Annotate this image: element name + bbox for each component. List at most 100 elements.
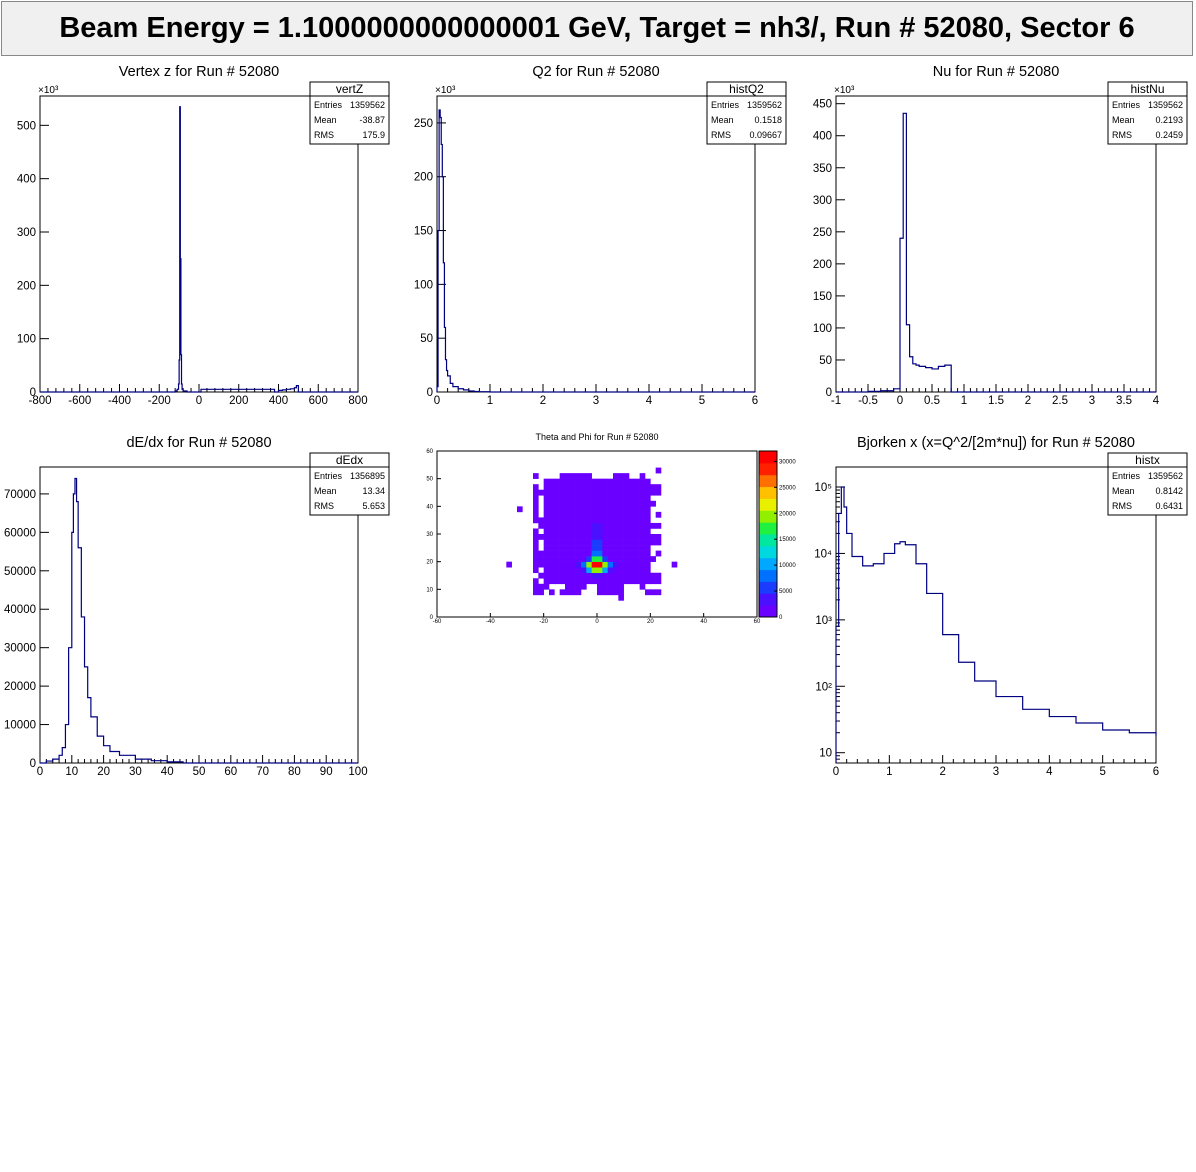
heatmap-cell bbox=[533, 539, 539, 546]
y-tick-label: 50000 bbox=[4, 566, 36, 578]
heatmap-cell bbox=[575, 539, 582, 546]
heatmap-cell bbox=[565, 517, 571, 524]
heatmap-cell bbox=[565, 484, 571, 491]
heatmap-cell bbox=[549, 545, 555, 551]
heatmap-cell bbox=[607, 517, 614, 524]
heatmap-cell bbox=[538, 561, 544, 568]
y-tick-label: 150 bbox=[414, 226, 433, 238]
x-tick-label: -200 bbox=[148, 395, 171, 407]
x-tick-label: 5 bbox=[699, 395, 705, 407]
heatmap-cell bbox=[607, 578, 614, 585]
heatmap-cell bbox=[565, 539, 571, 546]
heatmap-cell bbox=[549, 484, 555, 491]
heatmap-cell bbox=[549, 528, 555, 535]
x-tick-label: 60 bbox=[754, 619, 761, 625]
heatmap-cell bbox=[565, 561, 571, 568]
heatmap-cell bbox=[543, 539, 550, 546]
heatmap-cell bbox=[597, 484, 603, 491]
heatmap-cell bbox=[645, 550, 651, 557]
heatmap-cell bbox=[607, 556, 614, 562]
heatmap-cell bbox=[623, 561, 630, 568]
heatmap-cell bbox=[597, 534, 603, 540]
heatmap-cell bbox=[613, 506, 619, 513]
heatmap-cell bbox=[597, 545, 603, 551]
heatmap-cell bbox=[629, 522, 635, 529]
y-scale-label: ×10³ bbox=[38, 85, 59, 96]
heatmap-cell bbox=[634, 511, 640, 518]
x-tick-label: 1 bbox=[886, 766, 892, 778]
heatmap-cell bbox=[655, 489, 662, 496]
heatmap-cell bbox=[559, 534, 566, 540]
heatmap-cell bbox=[559, 539, 566, 546]
heatmap-cell bbox=[543, 511, 550, 518]
y-tick-label: 100 bbox=[17, 334, 36, 346]
heatmap-cell bbox=[533, 556, 539, 562]
heatmap-cell bbox=[570, 528, 576, 535]
heatmap-cell bbox=[575, 517, 582, 524]
heatmap-cell bbox=[650, 534, 656, 540]
heatmap-cell bbox=[645, 528, 651, 535]
heatmap-cell bbox=[634, 478, 640, 485]
heatmap-cell bbox=[639, 495, 646, 502]
heatmap-cell bbox=[549, 534, 555, 540]
heatmap-cell bbox=[517, 506, 523, 513]
heatmap-cell bbox=[559, 478, 566, 485]
heatmap-cell bbox=[602, 545, 608, 551]
heatmap-cell bbox=[607, 528, 614, 535]
heatmap-cell bbox=[591, 539, 598, 546]
heatmap-cell bbox=[623, 578, 630, 585]
y-tick-label: 20000 bbox=[4, 681, 36, 693]
heatmap-cell bbox=[607, 545, 614, 551]
x-tick-label: -20 bbox=[539, 619, 548, 625]
heatmap-cell bbox=[645, 511, 651, 518]
heatmap-cell bbox=[618, 489, 624, 496]
heatmap-cell bbox=[602, 500, 608, 507]
heatmap-cell bbox=[565, 511, 571, 518]
colorbar-segment bbox=[759, 581, 777, 594]
heatmap-cell bbox=[570, 561, 576, 568]
colorbar-segment bbox=[759, 474, 777, 488]
plot-frame-overlay bbox=[436, 450, 758, 618]
x-tick-label: 0 bbox=[595, 619, 599, 625]
heatmap-cell bbox=[607, 539, 614, 546]
y-tick-label: 10⁴ bbox=[814, 548, 832, 560]
x-tick-label: 0 bbox=[196, 395, 202, 407]
y-tick-label: 0 bbox=[826, 387, 832, 399]
heatmap-cell bbox=[613, 489, 619, 496]
stats-value: 175.9 bbox=[362, 130, 385, 140]
heatmap-cell bbox=[597, 495, 603, 502]
heatmap-cell bbox=[639, 561, 646, 568]
heatmap-cell bbox=[565, 473, 571, 479]
heatmap-cell bbox=[602, 539, 608, 546]
colorbar-label: 20000 bbox=[779, 511, 796, 517]
heatmap-cell bbox=[602, 534, 608, 540]
x-tick-label: 3.5 bbox=[1116, 395, 1132, 407]
heatmap-cell bbox=[597, 500, 603, 507]
heatmap-cell bbox=[586, 534, 592, 540]
heatmap-cell bbox=[629, 550, 635, 557]
heatmap-cell bbox=[629, 495, 635, 502]
x-tick-label: 1 bbox=[961, 395, 967, 407]
heatmap-cell bbox=[639, 550, 646, 557]
heatmap-cell bbox=[613, 522, 619, 529]
x-tick-label: -800 bbox=[28, 395, 51, 407]
heatmap-cell bbox=[543, 517, 550, 524]
heatmap-cell bbox=[586, 561, 592, 568]
heatmap-cell bbox=[581, 489, 587, 496]
heatmap-cell bbox=[607, 484, 614, 491]
heatmap-cell bbox=[597, 511, 603, 518]
heatmap-cell bbox=[591, 578, 598, 585]
heatmap-cell bbox=[543, 495, 550, 502]
heatmap-cell bbox=[570, 578, 576, 585]
heatmap-cell bbox=[655, 539, 662, 546]
heatmap-cell bbox=[607, 572, 614, 579]
stats-value: 0.6431 bbox=[1155, 501, 1183, 511]
heatmap-cell bbox=[565, 556, 571, 562]
heatmap-cell bbox=[554, 484, 560, 491]
heatmap-cell bbox=[575, 473, 582, 479]
heatmap-cell bbox=[581, 550, 587, 557]
y-tick-label: 30 bbox=[426, 532, 433, 538]
heatmap-cell bbox=[549, 578, 555, 585]
y-tick-label: 50 bbox=[819, 355, 832, 367]
